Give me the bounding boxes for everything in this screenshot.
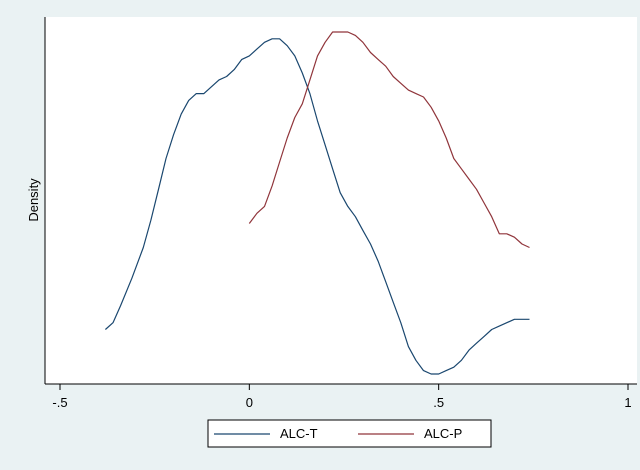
x-tick-group: -.5 0 .5 1	[52, 384, 632, 410]
x-tick-label: .5	[433, 395, 444, 410]
legend: ALC-T ALC-P	[207, 419, 492, 448]
series-line-alc-p	[248, 31, 530, 249]
x-tick-label: 0	[246, 395, 253, 410]
plot-area	[45, 17, 637, 384]
legend-label-alc-t: ALC-T	[280, 426, 318, 441]
x-tick-label: -.5	[52, 395, 67, 410]
legend-label-alc-p: ALC-P	[424, 426, 462, 441]
series-line-alc-t	[104, 38, 530, 375]
y-axis-title: Density	[26, 178, 41, 222]
x-tick-label: 1	[624, 395, 631, 410]
series-group	[104, 31, 530, 375]
